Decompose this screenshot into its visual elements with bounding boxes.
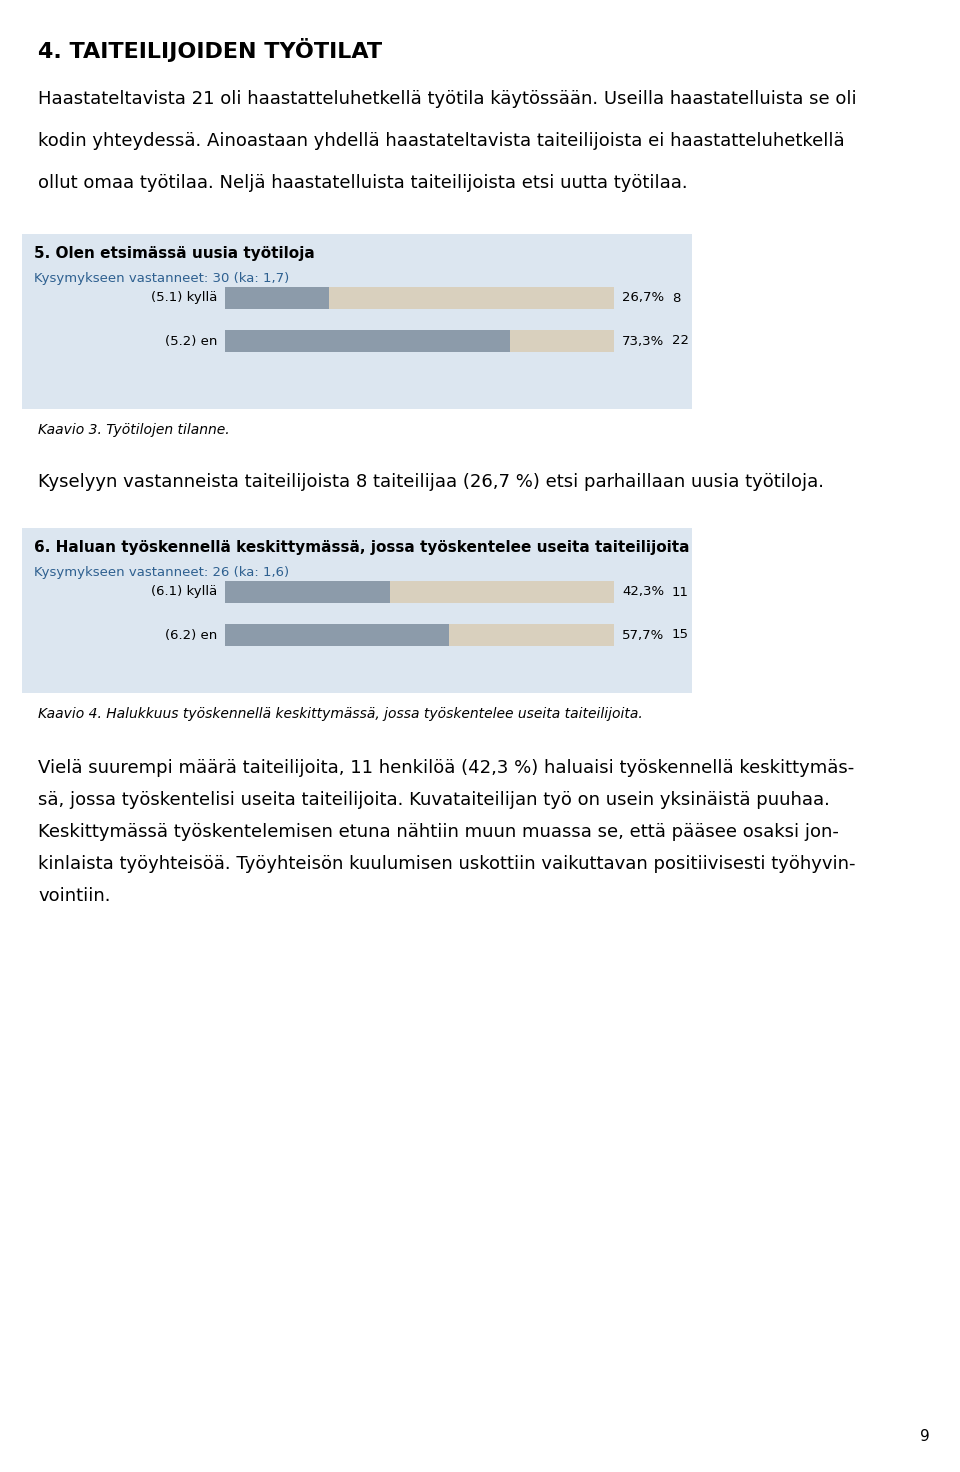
Text: 26,7%: 26,7% [622, 291, 664, 305]
Text: 22: 22 [672, 334, 689, 347]
Text: (5.1) kyllä: (5.1) kyllä [151, 291, 217, 305]
Text: (5.2) en: (5.2) en [164, 334, 217, 347]
FancyBboxPatch shape [225, 581, 390, 604]
Text: ollut omaa työtilaa. Neljä haastatelluista taiteilijoista etsi uutta työtilaa.: ollut omaa työtilaa. Neljä haastatelluis… [38, 174, 687, 191]
Text: kinlaista työyhteisöä. Työyhteisön kuulumisen uskottiin vaikuttavan positiivises: kinlaista työyhteisöä. Työyhteisön kuulu… [38, 855, 855, 873]
Text: Kysymykseen vastanneet: 26 (ka: 1,6): Kysymykseen vastanneet: 26 (ka: 1,6) [34, 567, 289, 578]
Text: vointiin.: vointiin. [38, 888, 110, 905]
Text: 73,3%: 73,3% [622, 334, 664, 347]
Text: 9: 9 [921, 1429, 930, 1444]
Text: Kysymykseen vastanneet: 30 (ka: 1,7): Kysymykseen vastanneet: 30 (ka: 1,7) [34, 272, 289, 286]
Text: 5. Olen etsimässä uusia työtiloja: 5. Olen etsimässä uusia työtiloja [34, 246, 315, 261]
Text: Kaavio 3. Työtilojen tilanne.: Kaavio 3. Työtilojen tilanne. [38, 422, 229, 437]
FancyBboxPatch shape [225, 330, 510, 352]
FancyBboxPatch shape [510, 330, 614, 352]
Text: 11: 11 [672, 586, 689, 599]
FancyBboxPatch shape [329, 287, 614, 309]
Text: 6. Haluan työskennellä keskittymässä, jossa työskentelee useita taiteilijoita: 6. Haluan työskennellä keskittymässä, jo… [34, 540, 689, 555]
Text: Haastateltavista 21 oli haastatteluhetkellä työtila käytössään. Useilla haastate: Haastateltavista 21 oli haastatteluhetke… [38, 90, 856, 107]
Text: 8: 8 [672, 291, 681, 305]
Text: (6.1) kyllä: (6.1) kyllä [151, 586, 217, 599]
FancyBboxPatch shape [390, 581, 614, 604]
Text: 57,7%: 57,7% [622, 629, 664, 642]
Text: 15: 15 [672, 629, 689, 642]
Text: Kaavio 4. Halukkuus työskennellä keskittymässä, jossa työskentelee useita taitei: Kaavio 4. Halukkuus työskennellä keskitt… [38, 707, 643, 721]
Text: Kyselyyn vastanneista taiteilijoista 8 taiteilijaa (26,7 %) etsi parhaillaan uus: Kyselyyn vastanneista taiteilijoista 8 t… [38, 473, 824, 492]
FancyBboxPatch shape [225, 287, 329, 309]
Text: Keskittymässä työskentelemisen etuna nähtiin muun muassa se, että pääsee osaksi : Keskittymässä työskentelemisen etuna näh… [38, 823, 839, 841]
FancyBboxPatch shape [22, 234, 692, 409]
FancyBboxPatch shape [449, 624, 614, 646]
Text: Vielä suurempi määrä taiteilijoita, 11 henkilöä (42,3 %) haluaisi työskennellä k: Vielä suurempi määrä taiteilijoita, 11 h… [38, 760, 854, 777]
Text: 4. TAITEILIJOIDEN TYÖTILAT: 4. TAITEILIJOIDEN TYÖTILAT [38, 38, 382, 62]
FancyBboxPatch shape [22, 528, 692, 693]
Text: kodin yhteydessä. Ainoastaan yhdellä haastateltavista taiteilijoista ei haastatt: kodin yhteydessä. Ainoastaan yhdellä haa… [38, 132, 845, 150]
Text: sä, jossa työskentelisi useita taiteilijoita. Kuvataiteilijan työ on usein yksin: sä, jossa työskentelisi useita taiteilij… [38, 790, 829, 810]
Text: 42,3%: 42,3% [622, 586, 664, 599]
Text: (6.2) en: (6.2) en [165, 629, 217, 642]
FancyBboxPatch shape [225, 624, 449, 646]
